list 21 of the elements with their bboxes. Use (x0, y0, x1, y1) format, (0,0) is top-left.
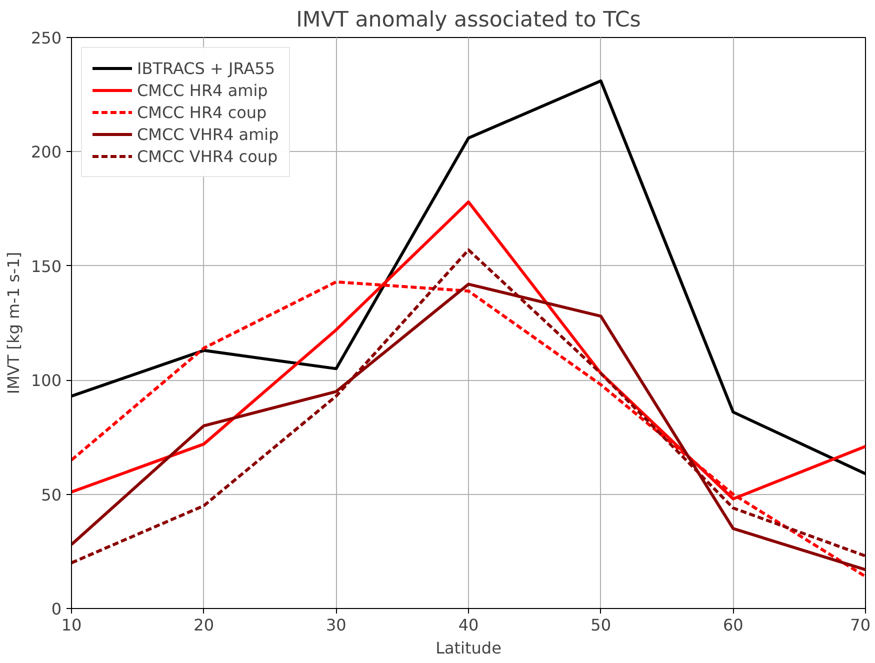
x-tick-label: 50 (590, 616, 612, 634)
x-axis-title: Latitude (436, 638, 502, 658)
y-tick-label: 150 (30, 256, 62, 276)
x-tick-label: 20 (194, 616, 214, 634)
legend-label: CMCC VHR4 coup (137, 146, 278, 166)
y-tick-label: 100 (30, 371, 62, 390)
x-tick-label: 30 (326, 616, 346, 634)
y-tick-label: 250 (30, 28, 62, 48)
chart-title: IMVT anomaly associated to TCs (296, 8, 641, 32)
legend-label: CMCC VHR4 amip (137, 124, 279, 144)
y-tick-label: 0 (51, 600, 62, 618)
y-axis-title: IMVT [kg m-1 s-1] (4, 252, 23, 394)
x-tick-label: 60 (722, 616, 744, 634)
legend-label: IBTRACS + JRA55 (137, 58, 275, 78)
legend-label: CMCC HR4 amip (137, 80, 268, 100)
x-tick-label: 40 (458, 616, 479, 634)
y-tick-label: 50 (41, 485, 62, 504)
legend-label: CMCC HR4 coup (137, 102, 267, 122)
x-tick-label: 10 (61, 616, 82, 634)
y-tick-label: 200 (30, 142, 62, 162)
x-tick-label: 70 (850, 616, 870, 634)
